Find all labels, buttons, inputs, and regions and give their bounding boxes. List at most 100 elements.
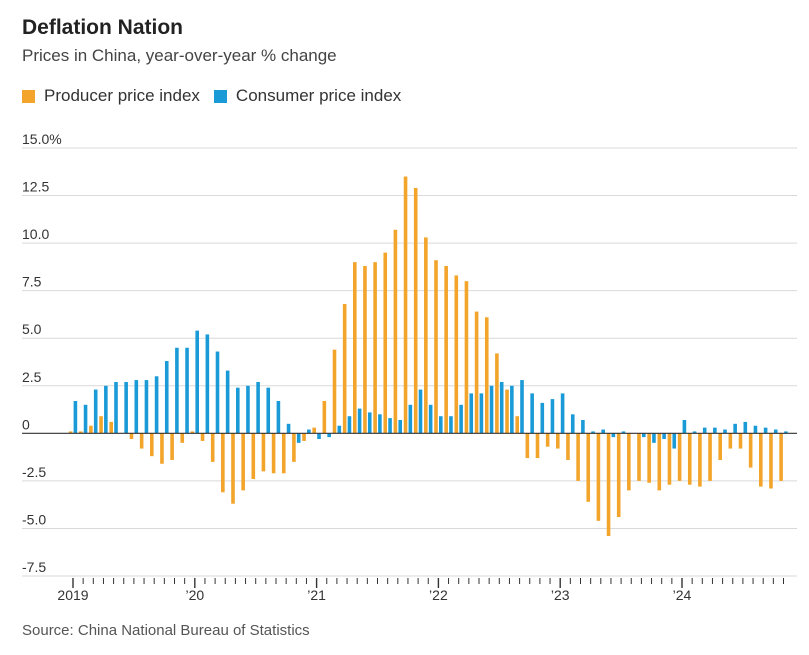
- ppi-bar: [312, 427, 316, 434]
- legend-item-cpi: Consumer price index: [213, 86, 402, 106]
- cpi-bar: [469, 393, 474, 434]
- ppi-bar: [779, 433, 783, 481]
- cpi-bar: [713, 427, 717, 434]
- ppi-bar: [759, 433, 763, 487]
- ppi-bar: [748, 433, 753, 468]
- cpi-bar: [378, 414, 382, 434]
- ppi-bar: [566, 433, 570, 460]
- source-note: Source: China National Bureau of Statist…: [22, 622, 310, 639]
- cpi-bar: [733, 423, 737, 434]
- ppi-bar: [190, 431, 195, 434]
- cpi-bar: [215, 351, 220, 434]
- ppi-bar: [495, 353, 499, 434]
- cpi-bar: [652, 433, 656, 443]
- legend-label-ppi: Producer price index: [44, 86, 200, 105]
- legend-swatch-ppi: [22, 89, 35, 103]
- ppi-bar: [698, 433, 702, 487]
- cpi-bar: [83, 404, 88, 434]
- cpi-bar: [560, 393, 565, 434]
- ppi-bar: [413, 187, 418, 434]
- ppi-bar: [677, 433, 682, 481]
- ppi-bar: [474, 311, 479, 434]
- cpi-bar: [784, 431, 788, 434]
- ppi-bar: [424, 237, 428, 434]
- ppi-bar: [271, 433, 276, 474]
- cpi-bar: [662, 433, 666, 440]
- ppi-bar: [444, 265, 448, 434]
- cpi-bar: [286, 423, 291, 434]
- ppi-bar: [139, 433, 144, 449]
- ppi-bar: [78, 431, 83, 434]
- ppi-bar: [342, 303, 347, 434]
- cpi-bar: [134, 380, 139, 434]
- ppi-bar: [464, 281, 469, 434]
- cpi-bar: [581, 420, 585, 434]
- y-tick-label: -7.5: [22, 559, 46, 575]
- ppi-bar: [322, 400, 327, 434]
- x-tick-label: ’20: [185, 587, 204, 603]
- legend-item-ppi: Producer price index: [22, 86, 200, 106]
- ppi-bar: [221, 433, 225, 493]
- ppi-bar: [353, 262, 357, 434]
- legend-label-cpi: Consumer price index: [235, 86, 402, 105]
- ppi-bar: [718, 433, 722, 460]
- ppi-bar: [515, 416, 519, 434]
- y-tick-label: 2.5: [22, 369, 42, 385]
- ppi-bar: [596, 433, 601, 521]
- ppi-bar: [160, 433, 164, 464]
- ppi-bar: [627, 433, 631, 491]
- cpi-bar: [428, 404, 433, 434]
- y-tick-label: 5.0: [22, 321, 42, 337]
- ppi-bar: [535, 433, 540, 459]
- cpi-bar: [388, 418, 392, 434]
- ppi-bar: [373, 262, 377, 434]
- cpi-bar: [499, 381, 504, 434]
- cpi-bar: [520, 380, 524, 434]
- cpi-bar: [205, 334, 210, 434]
- x-tick-label: ’22: [429, 587, 448, 603]
- ppi-bar: [261, 433, 266, 472]
- ppi-bar: [708, 433, 712, 481]
- y-tick-label: -5.0: [22, 511, 46, 527]
- cpi-bar: [185, 347, 189, 434]
- cpi-bar: [256, 381, 260, 434]
- ppi-bar: [657, 433, 662, 491]
- cpi-bar: [510, 385, 514, 434]
- ppi-bar: [647, 433, 651, 483]
- x-tick-label: ’24: [673, 587, 692, 603]
- cpi-bar: [236, 387, 240, 434]
- cpi-bar: [276, 400, 281, 434]
- ppi-bar: [210, 433, 215, 462]
- cpi-bar: [723, 429, 727, 434]
- y-tick-label: 10.0: [22, 226, 49, 242]
- ppi-bar: [363, 265, 367, 434]
- ppi-bar: [545, 433, 550, 447]
- cpi-bar: [73, 400, 78, 434]
- ppi-bar: [241, 433, 245, 491]
- legend: Producer price index Consumer price inde…: [22, 86, 415, 106]
- ppi-bar: [383, 252, 388, 434]
- y-tick-label: -2.5: [22, 464, 46, 480]
- ppi-bar: [200, 433, 205, 441]
- ppi-bar: [484, 317, 489, 434]
- y-tick-label: 0: [22, 416, 30, 432]
- ppi-bar: [454, 275, 459, 434]
- cpi-bar: [591, 431, 595, 434]
- cpi-bar: [337, 425, 342, 434]
- ppi-bar: [738, 433, 743, 449]
- ppi-bar: [434, 260, 438, 434]
- cpi-bar: [246, 385, 250, 434]
- ppi-bar: [667, 433, 672, 485]
- cpi-bar: [672, 433, 677, 449]
- ppi-bar: [302, 433, 306, 441]
- cpi-bar: [642, 433, 646, 438]
- cpi-bar: [763, 427, 768, 434]
- cpi-bar: [327, 433, 331, 438]
- ppi-bar: [231, 433, 235, 504]
- y-tick-label: 15.0%: [22, 131, 62, 147]
- cpi-bar: [93, 389, 98, 434]
- ppi-bar: [525, 433, 530, 459]
- ppi-bar: [769, 433, 773, 489]
- cpi-bar: [611, 433, 616, 438]
- cpi-bar: [266, 387, 271, 434]
